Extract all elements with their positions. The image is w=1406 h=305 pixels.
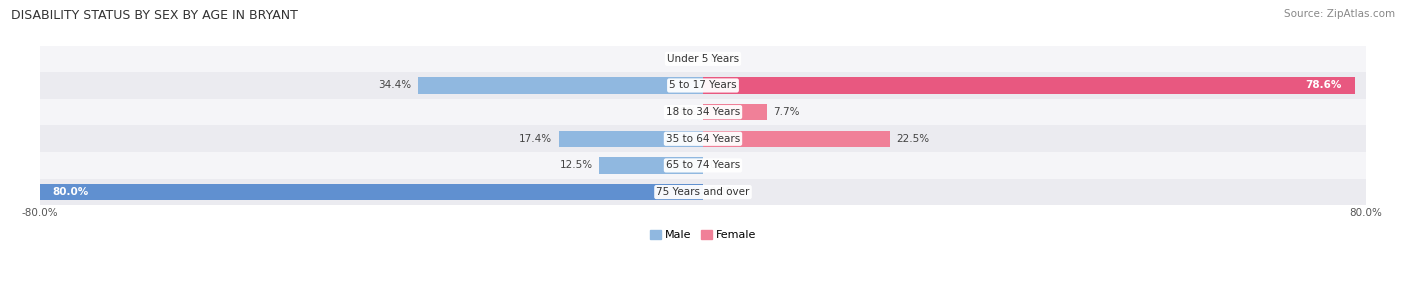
Text: 7.7%: 7.7% <box>773 107 800 117</box>
Bar <box>558 131 703 147</box>
Text: 75 Years and over: 75 Years and over <box>657 187 749 197</box>
Bar <box>39 45 1367 72</box>
Bar <box>39 72 1367 99</box>
Bar <box>39 99 1367 125</box>
Bar <box>418 77 703 94</box>
Bar <box>39 125 1367 152</box>
Bar <box>39 152 1367 179</box>
Text: 80.0%: 80.0% <box>52 187 89 197</box>
Text: 12.5%: 12.5% <box>560 160 593 170</box>
Bar <box>703 131 890 147</box>
Bar <box>39 179 1367 205</box>
Legend: Male, Female: Male, Female <box>645 226 761 245</box>
Text: 0.0%: 0.0% <box>671 54 696 64</box>
Text: Source: ZipAtlas.com: Source: ZipAtlas.com <box>1284 9 1395 19</box>
Text: 0.0%: 0.0% <box>710 187 735 197</box>
Text: 35 to 64 Years: 35 to 64 Years <box>666 134 740 144</box>
Text: 0.0%: 0.0% <box>671 107 696 117</box>
Bar <box>703 77 1354 94</box>
Text: 5 to 17 Years: 5 to 17 Years <box>669 81 737 91</box>
Text: 78.6%: 78.6% <box>1306 81 1343 91</box>
Text: DISABILITY STATUS BY SEX BY AGE IN BRYANT: DISABILITY STATUS BY SEX BY AGE IN BRYAN… <box>11 9 298 22</box>
Bar <box>703 104 766 120</box>
Text: 0.0%: 0.0% <box>710 54 735 64</box>
Bar <box>599 157 703 174</box>
Text: 34.4%: 34.4% <box>378 81 411 91</box>
Bar <box>39 184 703 200</box>
Text: 18 to 34 Years: 18 to 34 Years <box>666 107 740 117</box>
Text: 17.4%: 17.4% <box>519 134 553 144</box>
Text: Under 5 Years: Under 5 Years <box>666 54 740 64</box>
Text: 65 to 74 Years: 65 to 74 Years <box>666 160 740 170</box>
Text: 0.0%: 0.0% <box>710 160 735 170</box>
Text: 22.5%: 22.5% <box>896 134 929 144</box>
